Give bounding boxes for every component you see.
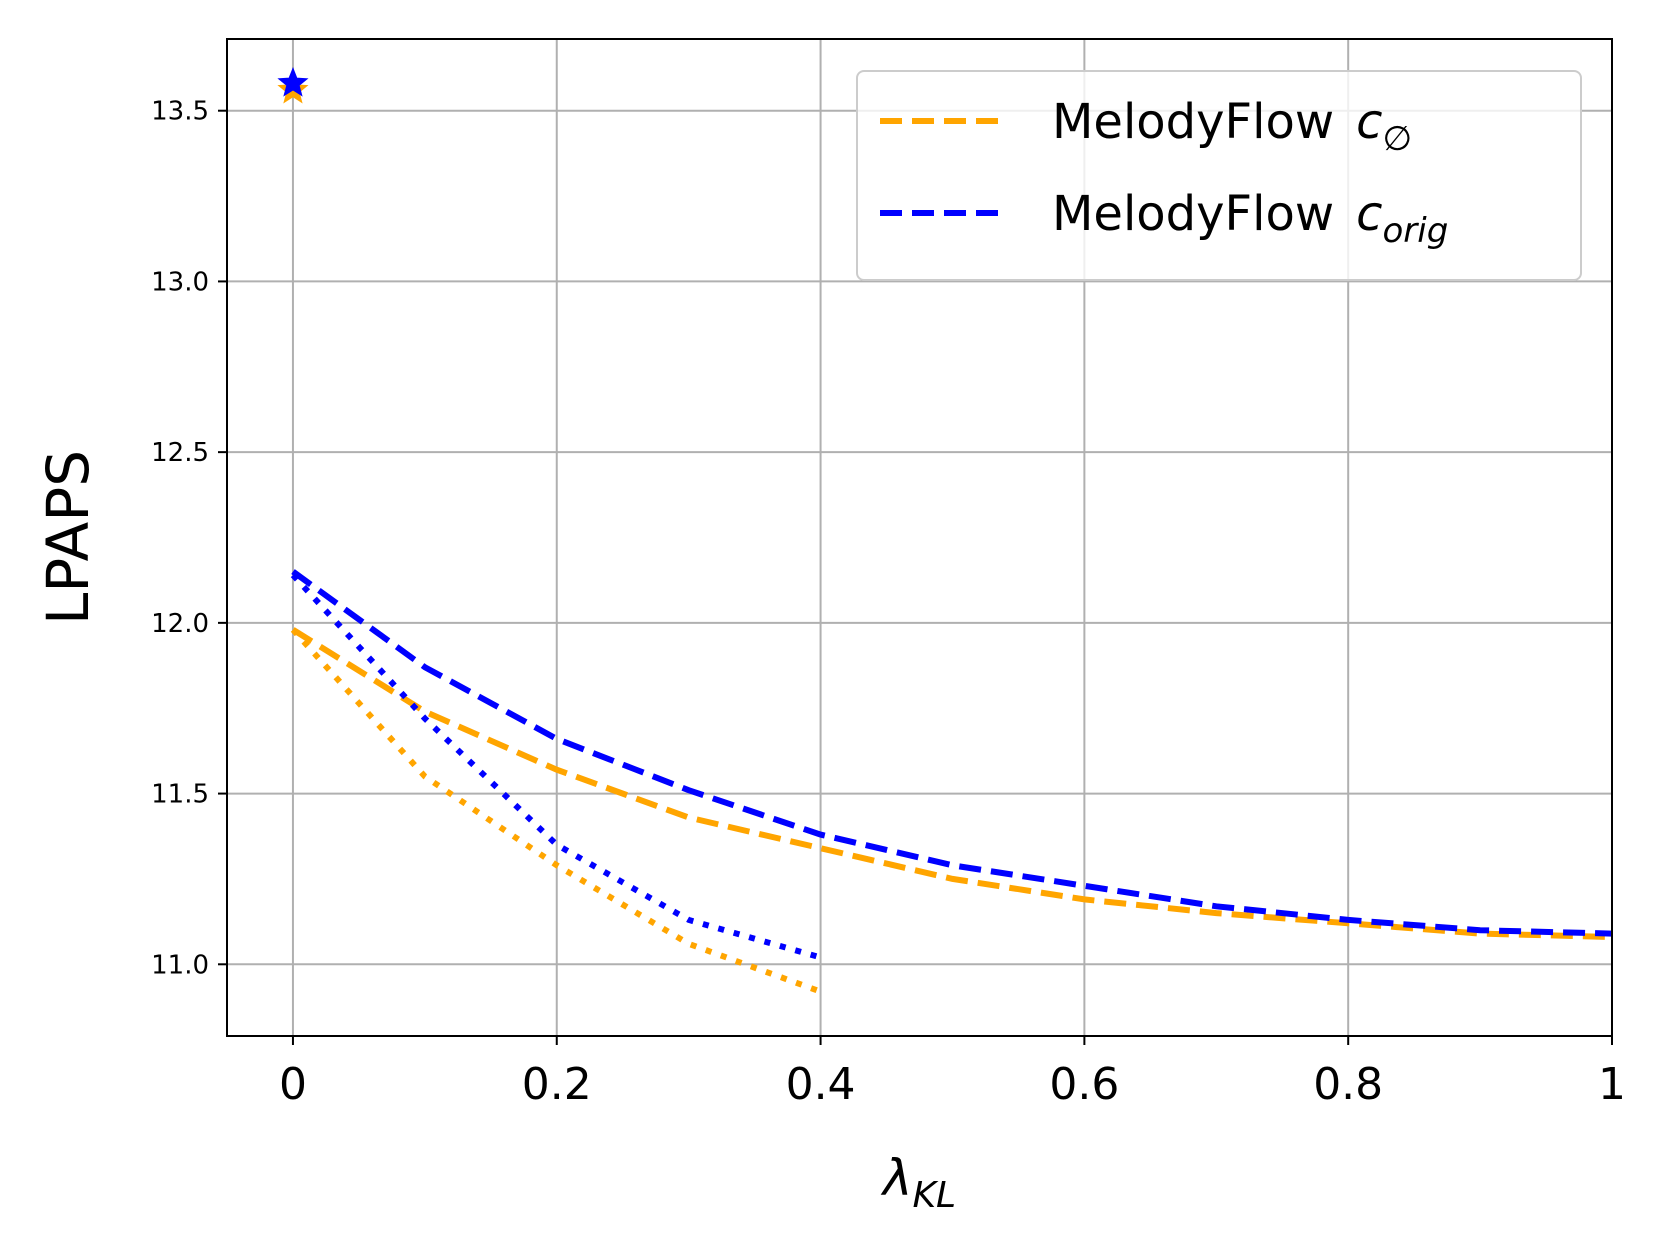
legend-label-c-empty: MelodyFlow	[1052, 94, 1334, 150]
y-tick-label: 13.0	[151, 267, 209, 297]
legend-math-c-orig: c	[1356, 186, 1382, 242]
series-line-2-dotted	[290, 627, 822, 995]
grid-lines	[227, 39, 1613, 1036]
series-line-0-dashed	[291, 627, 1613, 940]
x-tick-label: 0.4	[786, 1059, 856, 1110]
axis-ticks: 0 0.2 0.4 0.6 0.8 1 11.0 11.5 12.0 12.5 13.0 13.5	[151, 97, 1626, 1110]
y-tick-label: 12.0	[151, 609, 209, 639]
x-tick-label: 0.6	[1049, 1059, 1119, 1110]
x-axis-label: λKL	[880, 1149, 956, 1216]
star-markers	[277, 67, 309, 104]
legend-entry-c-empty: MelodyFlow c∅	[1052, 94, 1412, 159]
legend-label-c-orig: MelodyFlow	[1052, 186, 1334, 242]
legend-math-c-empty: c	[1356, 94, 1382, 150]
star-marker-1	[277, 67, 309, 97]
x-axis-label-symbol: λ	[880, 1149, 913, 1207]
legend-entry-c-orig: MelodyFlow corig	[1052, 186, 1448, 251]
x-tick-label: 1	[1598, 1059, 1626, 1110]
x-axis-label-subscript: KL	[912, 1175, 956, 1216]
plot-area-frame	[226, 38, 1613, 1037]
y-tick-label: 13.5	[151, 97, 209, 127]
y-tick-label: 12.5	[151, 438, 209, 468]
series-lines	[290, 569, 1613, 995]
legend-sub-c-empty: ∅	[1382, 119, 1412, 159]
x-tick-label: 0.8	[1313, 1059, 1383, 1110]
y-tick-label: 11.5	[151, 780, 209, 810]
legend-sub-c-orig: orig	[1382, 211, 1448, 251]
series-line-1-dashed	[291, 569, 1613, 937]
y-tick-label: 11.0	[151, 950, 209, 980]
legend: MelodyFlow c∅ MelodyFlow corig	[856, 70, 1582, 281]
legend-box	[856, 70, 1582, 281]
series-line-3-dotted	[290, 573, 822, 961]
x-tick-label: 0.2	[522, 1059, 592, 1110]
y-axis-label: LPAPS	[34, 450, 102, 625]
x-tick-label: 0	[279, 1059, 307, 1110]
